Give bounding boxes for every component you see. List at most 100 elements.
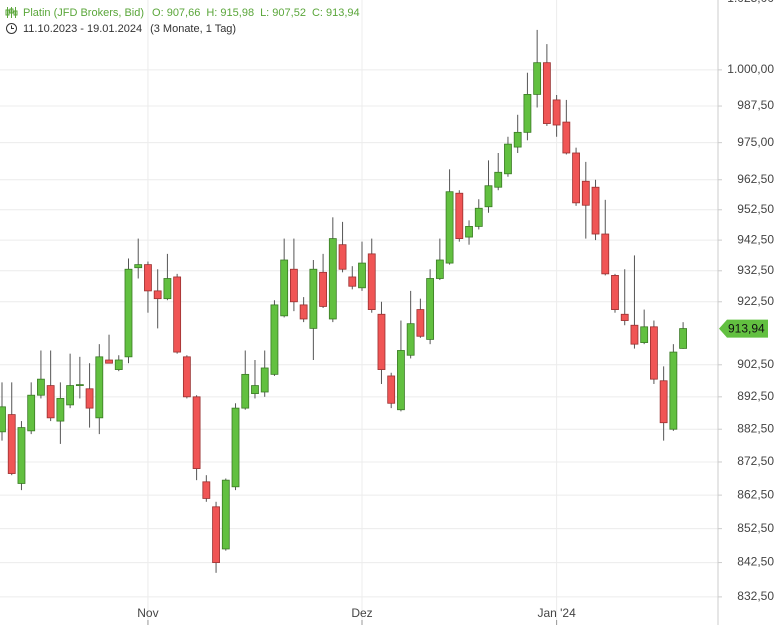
candle-body <box>416 309 425 337</box>
candle-body <box>46 385 55 419</box>
y-tick-label: 975,00 <box>737 135 774 149</box>
candle-body <box>153 290 162 300</box>
last-price-label: 913,94 <box>728 322 765 336</box>
candle-body <box>134 264 143 269</box>
candle-body <box>124 268 133 358</box>
header: Platin (JFD Brokers, Bid) O: 907,66 H: 915… <box>5 7 360 35</box>
candle-body <box>241 373 250 409</box>
candle-body <box>552 99 561 126</box>
candle-body <box>192 396 201 469</box>
candle-body <box>581 180 590 206</box>
candle-body <box>173 276 182 353</box>
candle-body <box>630 324 639 345</box>
y-tick-label: 942,50 <box>737 232 774 246</box>
x-tick-label: Dez <box>351 606 372 620</box>
y-tick-label: 872,50 <box>737 454 774 468</box>
candle-body <box>601 233 610 275</box>
candle-body <box>513 131 522 148</box>
candle-body <box>455 192 464 239</box>
candle-body <box>620 313 629 321</box>
candle-body <box>669 351 678 430</box>
candle-body <box>474 207 483 227</box>
last-price-tag <box>719 319 768 338</box>
y-tick-label: 852,50 <box>737 521 774 535</box>
candle-body <box>445 191 454 264</box>
candle-body <box>0 406 6 433</box>
candle-body <box>435 259 444 279</box>
candle-body <box>591 186 600 235</box>
y-tick-label: 882,50 <box>737 421 774 435</box>
candle-body <box>377 313 386 370</box>
candle-body <box>523 94 532 133</box>
candle-body <box>85 388 94 409</box>
candle-body <box>465 226 473 238</box>
clock-icon <box>6 23 17 34</box>
candle-body <box>56 398 65 422</box>
candle-body <box>426 278 435 340</box>
candle-body <box>338 244 347 270</box>
candle-body <box>231 407 240 488</box>
candle-body <box>212 506 220 563</box>
y-tick-label: 892,50 <box>737 389 774 403</box>
candle-body <box>202 481 211 499</box>
candle-body <box>328 238 337 320</box>
candle-body <box>182 356 191 398</box>
candle-body <box>251 385 259 395</box>
candle-body <box>75 384 84 387</box>
candle-body <box>650 326 658 380</box>
candles <box>0 29 687 573</box>
candle-body <box>611 275 619 310</box>
candle-body <box>163 278 172 300</box>
candle-body <box>494 171 503 188</box>
y-tick-label: 952,50 <box>737 202 774 216</box>
x-tick-label: Jan '24 <box>537 606 576 620</box>
y-tick-label: 862,50 <box>737 487 774 501</box>
candle-body <box>533 62 542 95</box>
y-tick-label: 1.025,00 <box>727 0 774 5</box>
candle-body <box>105 359 113 364</box>
candle-body <box>17 427 26 484</box>
candle-body <box>562 121 571 154</box>
candle-body <box>221 479 230 550</box>
y-tick-label: 842,50 <box>737 555 774 569</box>
candle-body <box>358 262 366 289</box>
candle-body <box>504 143 512 175</box>
axis: 832,50 842,50 852,50 862,50 872,50 882,50 892,… <box>137 0 774 625</box>
candle-body <box>37 378 45 396</box>
candle-body <box>7 414 16 474</box>
candle-body <box>542 62 551 124</box>
candle-body <box>95 356 104 419</box>
candle-body <box>270 304 279 375</box>
candle-body <box>280 259 289 317</box>
candle-body <box>289 268 298 303</box>
y-tick-label: 932,50 <box>737 263 774 277</box>
candle-body <box>319 271 327 307</box>
y-tick-label: 832,50 <box>737 589 774 603</box>
x-tick-label: Nov <box>137 606 158 620</box>
y-tick-label: 962,50 <box>737 172 774 186</box>
candle-body <box>348 276 357 287</box>
grid <box>0 0 718 625</box>
header-title: Platin (JFD Brokers, Bid) O: 907,66 H: 915… <box>23 7 360 19</box>
candle-body <box>299 304 308 320</box>
candle-body <box>387 375 396 404</box>
candle-body <box>260 367 269 393</box>
y-tick-label: 987,50 <box>737 98 774 112</box>
candle-body <box>484 185 493 208</box>
header-range: 11.10.2023 - 19.01.2024 (3 Monate, 1 Tag) <box>23 23 236 35</box>
candle-body <box>397 350 405 411</box>
candle-body <box>679 328 687 349</box>
y-tick-label: 1.000,00 <box>727 62 774 76</box>
chart-icon <box>5 7 18 18</box>
candle-body <box>640 326 649 343</box>
candle-body <box>659 380 668 424</box>
candle-body <box>406 323 415 356</box>
y-tick-label: 902,50 <box>737 357 774 371</box>
candle-body <box>144 264 152 292</box>
candle-body <box>66 385 75 406</box>
y-tick-label: 922,50 <box>737 294 774 308</box>
candle-body <box>367 253 376 310</box>
candle-body <box>114 359 123 370</box>
